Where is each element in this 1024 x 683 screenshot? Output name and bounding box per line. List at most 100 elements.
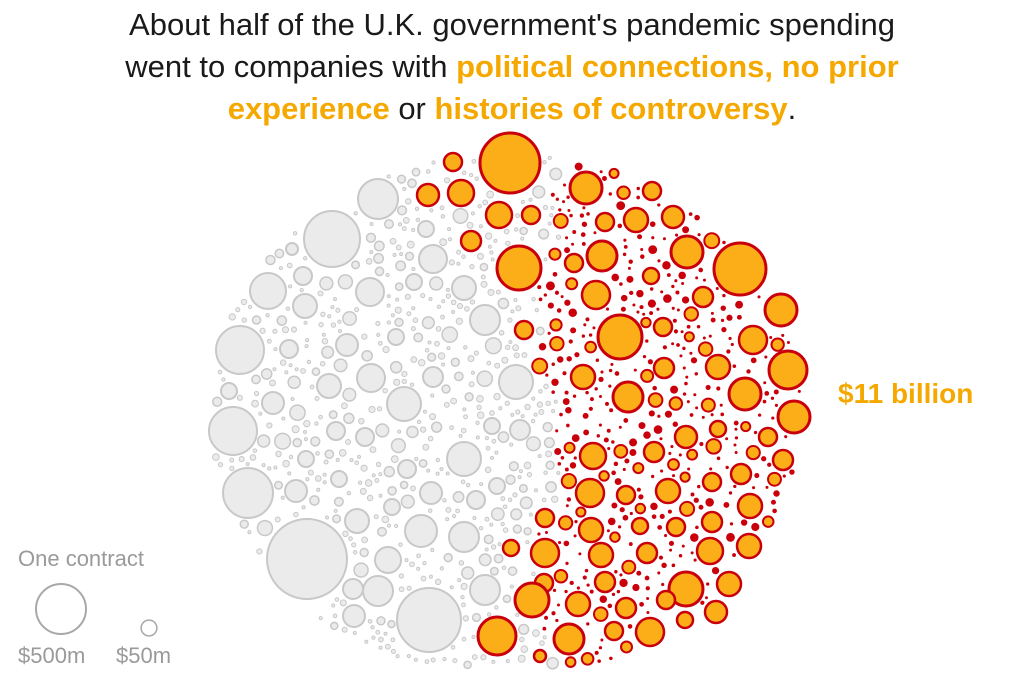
other-contract-bubble <box>543 437 555 449</box>
flagged-contract-bubble <box>575 506 587 518</box>
other-contract-bubble <box>531 396 536 401</box>
flagged-contract-bubble <box>654 477 682 505</box>
other-contract-bubble <box>515 305 522 312</box>
other-contract-bubble <box>378 472 383 477</box>
other-contract-bubble <box>278 266 283 271</box>
other-contract-bubble <box>401 378 407 385</box>
other-contract-bubble <box>550 205 555 210</box>
other-contract-bubble <box>383 631 388 636</box>
flagged-contract-bubble <box>569 462 577 469</box>
other-contract-bubble <box>512 524 523 534</box>
other-contract-bubble <box>252 448 258 453</box>
other-contract-bubble <box>450 645 456 650</box>
flagged-contract-bubble <box>562 398 570 405</box>
other-contract-bubble <box>456 249 462 255</box>
other-contract-bubble <box>512 492 518 498</box>
other-contract-bubble <box>293 266 313 286</box>
flagged-contract-bubble <box>581 221 588 227</box>
other-contract-bubble <box>248 304 253 310</box>
other-contract-bubble <box>531 296 536 302</box>
flagged-contract-bubble <box>571 242 575 246</box>
flagged-contract-bubble <box>646 611 650 615</box>
flagged-contract-bubble <box>646 597 650 601</box>
flagged-contract-bubble <box>583 429 590 436</box>
other-contract-bubble <box>426 468 431 473</box>
flagged-contract-bubble <box>584 340 597 354</box>
other-contract-bubble <box>341 626 348 633</box>
other-contract-bubble <box>365 232 377 244</box>
flagged-contract-bubble <box>520 204 542 226</box>
flagged-contract-bubble <box>701 471 723 493</box>
other-contract-bubble <box>507 497 513 502</box>
other-contract-bubble <box>543 383 549 390</box>
flagged-contract-bubble <box>552 588 557 592</box>
other-contract-bubble <box>509 419 531 441</box>
other-contract-bubble <box>393 378 401 386</box>
other-contract-bubble <box>494 605 499 610</box>
other-contract-bubble <box>515 213 521 219</box>
flagged-contract-bubble <box>634 502 647 515</box>
flagged-contract-bubble <box>653 425 663 434</box>
flagged-contract-bubble <box>734 450 738 454</box>
flagged-contract-bubble <box>711 566 720 575</box>
other-contract-bubble <box>435 326 442 332</box>
other-contract-bubble <box>356 454 361 459</box>
other-contract-bubble <box>349 458 354 463</box>
flagged-contract-bubble <box>557 462 562 466</box>
flagged-contract-bubble <box>745 445 761 461</box>
flagged-contract-bubble <box>615 484 637 506</box>
other-contract-bubble <box>371 635 376 640</box>
flagged-contract-bubble <box>586 622 590 626</box>
other-contract-bubble <box>368 405 376 414</box>
other-contract-bubble <box>430 421 443 433</box>
flagged-contract-bubble <box>700 600 705 605</box>
other-contract-bubble <box>509 584 514 589</box>
flagged-contract-bubble <box>568 308 577 318</box>
flagged-contract-bubble <box>551 390 555 394</box>
other-contract-bubble <box>469 574 501 606</box>
flagged-contract-bubble <box>660 204 686 230</box>
other-contract-bubble <box>497 297 510 310</box>
other-contract-bubble <box>305 338 310 343</box>
flagged-contract-bubble <box>716 456 721 461</box>
flagged-contract-bubble <box>564 590 592 618</box>
other-contract-bubble <box>352 550 358 555</box>
flagged-contract-bubble <box>585 390 589 395</box>
other-contract-bubble <box>390 455 399 464</box>
other-contract-bubble <box>386 294 391 299</box>
other-contract-bubble <box>217 461 224 468</box>
flagged-contract-bubble <box>657 203 661 207</box>
other-contract-bubble <box>469 299 476 305</box>
flagged-contract-bubble <box>566 356 572 362</box>
flagged-contract-bubble <box>531 357 549 375</box>
other-contract-bubble <box>546 656 560 670</box>
flagged-contract-bubble <box>586 212 590 216</box>
other-contract-bubble <box>528 512 533 517</box>
flagged-contract-bubble <box>671 474 676 478</box>
other-contract-bubble <box>416 419 422 425</box>
other-contract-bubble <box>500 521 505 527</box>
other-contract-bubble <box>309 495 320 506</box>
flagged-contract-bubble <box>660 290 664 294</box>
other-contract-bubble <box>434 340 440 347</box>
flagged-contract-bubble <box>678 271 686 280</box>
other-contract-bubble <box>535 326 545 336</box>
flagged-contract-bubble <box>770 337 785 352</box>
flagged-contract-bubble <box>446 178 476 208</box>
other-contract-bubble <box>485 445 491 451</box>
flagged-contract-bubble <box>564 247 570 254</box>
title-highlight-controversy: histories of controversy <box>434 91 788 126</box>
flagged-contract-bubble <box>670 385 679 394</box>
other-contract-bubble <box>461 602 466 608</box>
flagged-contract-bubble <box>554 448 562 456</box>
other-contract-bubble <box>251 374 261 385</box>
other-contract-bubble <box>400 494 415 509</box>
flagged-contract-bubble <box>629 449 637 456</box>
other-contract-bubble <box>480 280 488 288</box>
flagged-contract-bubble <box>689 413 694 417</box>
flagged-contract-bubble <box>614 596 638 620</box>
flagged-contract-bubble <box>557 515 574 531</box>
other-contract-bubble <box>394 306 402 314</box>
other-contract-bubble <box>441 384 451 394</box>
flagged-contract-bubble <box>569 213 573 218</box>
